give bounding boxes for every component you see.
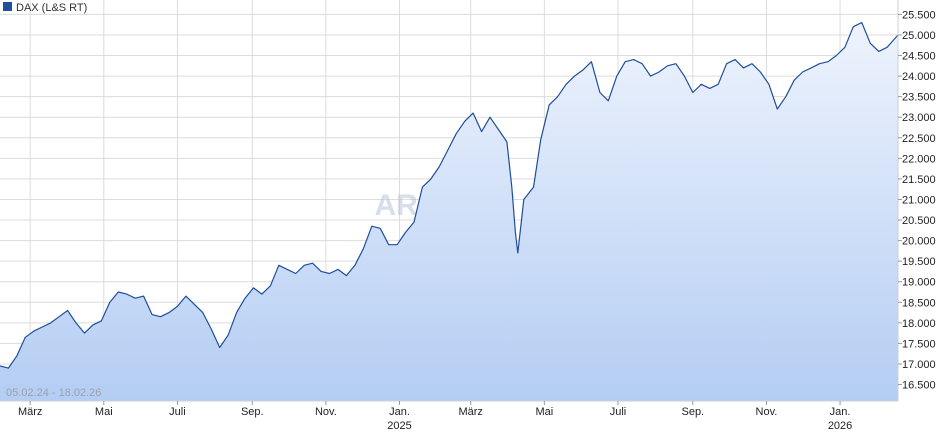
x-tick-label: Jan.: [389, 406, 410, 418]
x-tick-label: Jan.: [830, 406, 851, 418]
y-tick-label: 24.500: [902, 51, 936, 63]
x-tick-label: Juli: [610, 406, 627, 418]
x-tick-label: Sep.: [241, 406, 264, 418]
legend: DAX (L&S RT): [3, 2, 87, 14]
y-tick-label: 18.000: [902, 318, 936, 330]
x-tick-label: Juli: [169, 406, 186, 418]
y-tick-label: 19.500: [902, 256, 936, 268]
y-tick-label: 20.000: [902, 236, 936, 248]
x-year-label: 2025: [387, 420, 411, 432]
y-tick-label: 25.000: [902, 30, 936, 42]
x-tick-label: Nov.: [756, 406, 778, 418]
y-tick-label: 23.000: [902, 112, 936, 124]
x-tick-label: Sep.: [681, 406, 704, 418]
legend-label: DAX (L&S RT): [16, 2, 87, 14]
x-tick-label: Mai: [535, 406, 553, 418]
x-tick-label: Nov.: [315, 406, 337, 418]
x-year-label: 2026: [828, 420, 852, 432]
y-tick-label: 24.000: [902, 71, 936, 83]
x-axis-ticks: März Mai Juli Sep. Nov. Jan. 2025 März Mai Juli Se…: [18, 401, 852, 432]
legend-swatch: [3, 2, 12, 11]
y-tick-label: 21.000: [902, 194, 936, 206]
date-range-label: 05.02.24 - 18.02.26: [6, 387, 101, 399]
y-tick-label: 18.500: [902, 297, 936, 309]
y-tick-label: 19.000: [902, 277, 936, 289]
price-area-fill: [0, 22, 898, 401]
x-tick-label: März: [458, 406, 482, 418]
y-tick-label: 23.500: [902, 92, 936, 104]
y-tick-label: 16.500: [902, 380, 936, 392]
y-tick-label: 17.500: [902, 338, 936, 350]
price-line: [0, 22, 899, 369]
y-tick-label: 22.500: [902, 133, 936, 145]
y-tick-label: 22.000: [902, 153, 936, 165]
y-axis-ticks: 16.500 17.000 17.500 18.000 18.500 19.000 19.5…: [898, 9, 936, 392]
y-tick-label: 21.500: [902, 174, 936, 186]
y-tick-label: 20.500: [902, 215, 936, 227]
x-tick-label: März: [18, 406, 42, 418]
y-tick-label: 25.500: [902, 9, 936, 21]
y-tick-label: 17.000: [902, 359, 936, 371]
x-tick-label: Mai: [95, 406, 113, 418]
